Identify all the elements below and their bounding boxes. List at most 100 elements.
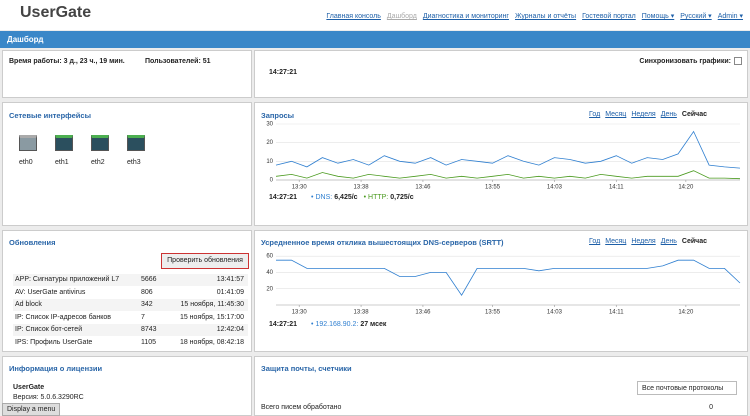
cell-time: 15 ноября, 15:17:00 [179,313,244,321]
period-link[interactable]: День [660,111,677,118]
panel-title: Обновления [9,238,56,247]
legend-time: 14:27:21 [269,321,298,328]
legend-value: 27 мсек [360,321,387,328]
requests-panel: Запросы Год Месяц Неделя День Сейчас 14:27:2… [254,102,748,226]
updates-table: APP: Сигнатуры приложений L7 5666 13:41:57… [13,274,248,352]
panel-title: Сетевые интерфейсы [9,111,91,120]
period-link[interactable]: Неделя [631,111,656,118]
table-row: APP: Сигнатуры приложений L7 5666 13:41:57 [13,274,248,286]
cell-name: Ad block [15,301,42,308]
nav: Главная консоль Дашборд Диагностика и мони… [323,12,746,20]
legend-label: HTTP: [368,194,389,201]
check-button[interactable]: Проверить обновления [161,253,249,269]
sync: Синхронизовать графики: [639,58,731,65]
interface: eth2 [87,135,117,175]
cell-count: 8743 [141,326,157,333]
nav-link[interactable]: Admin ▾ [717,13,743,20]
cell-time: 15 ноября, 11:45:30 [180,301,244,308]
cell-count: 7 [141,313,145,321]
cell-name: IP: Список IP-адресов банков [15,313,111,321]
table-row: Ad block 342 15 ноября, 11:45:30 [13,299,248,311]
nav-link[interactable]: Помощь ▾ [641,13,675,20]
cell-count: 5666 [141,276,157,283]
periods: Год Месяц Неделя День Сейчас [584,111,707,118]
nav-link[interactable]: Русский ▾ [680,13,712,20]
panel-title: Усредненное время отклика вышестоящих DN… [261,238,504,247]
cell-time: 12:42:04 [216,326,244,333]
panel-title: Запросы [261,111,295,120]
cell-time: 18 ноября, 08:42:18 [179,338,244,346]
interface-label: eth1 [55,159,69,166]
cell-time: 01:41:09 [216,288,244,296]
period-link[interactable]: Сейчас [681,111,707,118]
updates-panel: Обновления Проверить обновления APP: Сиг… [2,230,252,352]
nav-link[interactable]: Гостевой портал [582,13,636,20]
interface-icon [19,135,37,151]
cell-name: APP: Сигнатуры приложений L7 [15,276,120,283]
row-label: Всего писем обработано [261,404,342,411]
table-row: IPS: Профиль UserGate 1105 18 ноября, 08:4… [13,337,248,349]
legend-dot: • [363,194,367,201]
periods: Год Месяц Неделя День Сейчас [584,238,707,245]
period-link[interactable]: Месяц [605,238,627,245]
srtt-panel: Усредненное время отклика вышестоящих DN… [254,230,748,352]
cell-name: AV: UserGate antivirus [15,288,86,296]
menu-button[interactable]: Display a menu [2,403,61,416]
legend-value: 0,725/с [390,194,414,201]
table-row: AV: UserGate antivirus 806 01:41:09 [13,287,248,299]
version: Версия: 5.0.6.3290RC [13,394,84,401]
cell-name: IPS: Профиль UserGate [15,338,93,346]
interface: eth1 [51,135,81,175]
interface-label: eth2 [91,159,105,166]
checkbox[interactable] [734,57,742,65]
period-link[interactable]: День [660,238,677,245]
legend-dot: • [311,321,314,328]
cell-count: 806 [141,288,153,296]
interface: eth0 [15,135,45,175]
legend-label: DNS: [315,194,333,201]
table-row: IP: Список IP-адресов банков 7 15 ноября, … [13,312,248,324]
traffic-panel: 14:27:21 Синхронизовать графики: [254,50,748,98]
row-value: 0 [709,404,713,411]
status-panel: Время работы: 3 д., 23 ч., 19 мин. Польз… [2,50,252,98]
period-link[interactable]: Месяц [605,111,627,118]
cell-time: 13:41:57 [216,276,244,283]
interfaces: eth0 eth1 eth2 eth3 [15,135,235,175]
interface-label: eth3 [127,159,141,166]
legend-label: 192.168.90.2: [315,321,359,328]
interfaces-panel: Сетевые интерфейсы eth0 eth1 eth2 eth3 [2,102,252,226]
interface-label: eth0 [19,159,33,166]
nav-link[interactable]: Главная консоль [326,13,381,20]
header: UserGate Главная консоль Дашборд Диагности… [0,0,750,30]
legend: 14:27:21 • DNS: 6,425/с • HTTP: 0,725/с [269,194,414,201]
interface-icon [55,135,73,151]
nav-link[interactable]: Журналы и отчёты [514,13,577,20]
nav-link[interactable]: Диагностика и мониторинг [422,13,509,20]
nav-link[interactable]: Дашборд [386,13,417,20]
cell-count: 342 [141,301,153,308]
legend-time: 14:27:21 [269,194,298,201]
period-link[interactable]: Неделя [631,238,656,245]
panel-title: Информация о лицензии [9,364,103,373]
mail-panel: Защита почты, счетчики Все почтовые прот… [254,356,748,416]
interface-icon [91,135,109,151]
interface-icon [127,135,145,151]
legend-value: 6,425/с [334,194,358,201]
panel-title: Защита почты, счетчики [261,364,352,373]
period-link[interactable]: Год [589,111,601,118]
legend: 14:27:21 • 192.168.90.2: 27 мсек [269,321,386,328]
period-link[interactable]: Сейчас [681,238,707,245]
cell-name: IP: Список бот-сетей [15,326,83,333]
uptime: Время работы: 3 д., 23 ч., 19 мин. [9,58,125,65]
logo: UserGate [20,4,92,21]
period-link[interactable]: Год [589,238,601,245]
title: Дашборд [7,35,44,44]
time: 14:27:21 [269,69,298,76]
users: Пользователей: 51 [145,58,211,65]
interface: eth3 [123,135,153,175]
cell-count: 1105 [141,338,157,346]
product: UserGate [13,384,45,391]
select[interactable]: Все почтовые протоколы [637,381,737,395]
legend-dot: • [311,194,314,201]
table-row: IP: Список бот-сетей 8743 12:42:04 [13,324,248,336]
